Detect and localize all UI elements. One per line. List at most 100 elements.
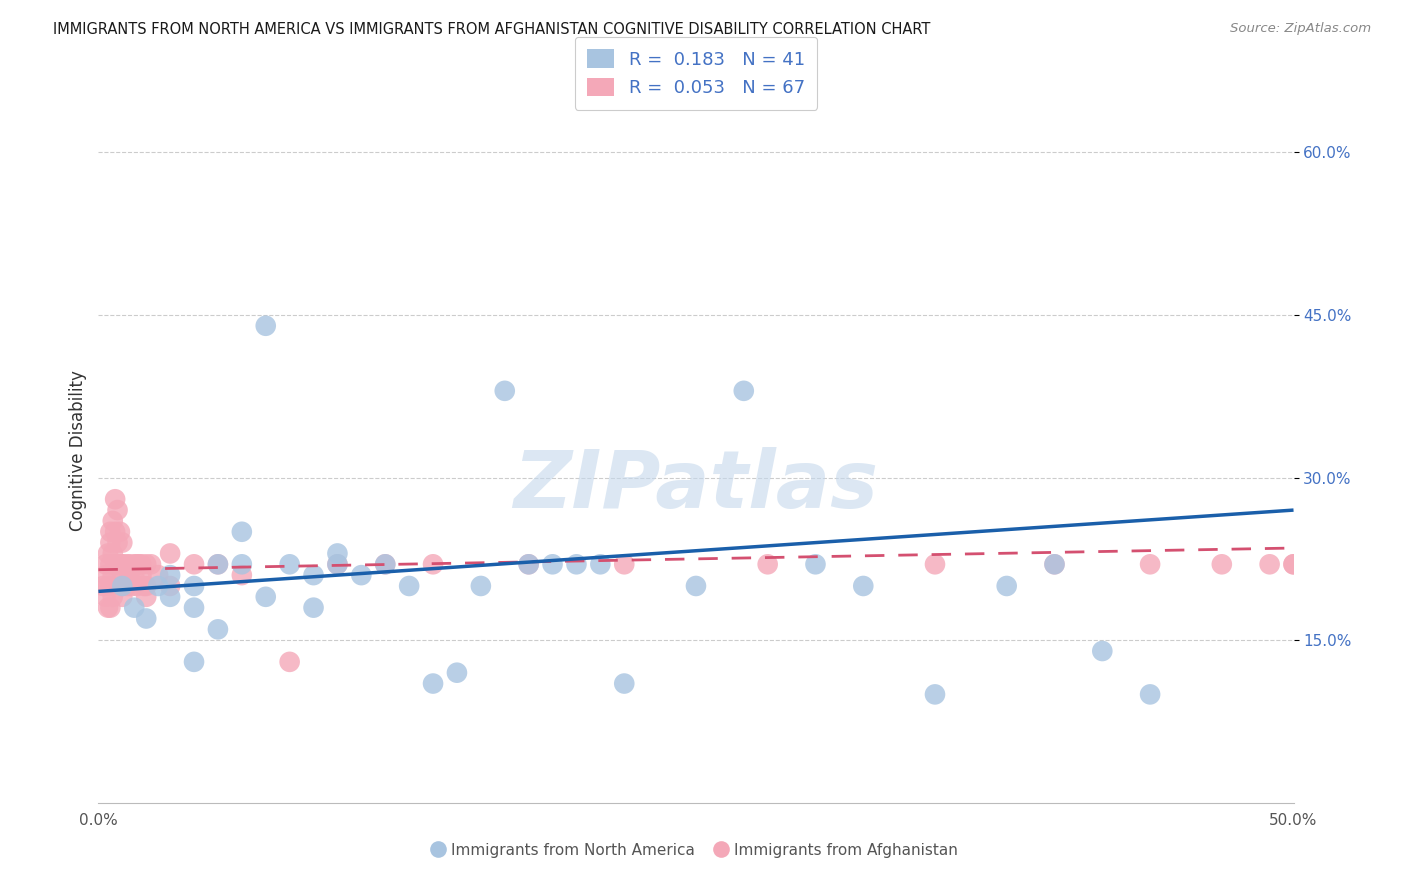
Point	[470, 579, 492, 593]
Point	[108, 558, 131, 572]
Point	[98, 524, 122, 539]
Point	[125, 558, 148, 572]
Point	[159, 579, 181, 593]
Point	[98, 579, 122, 593]
Point	[183, 558, 205, 572]
Point	[207, 558, 229, 572]
Point	[104, 558, 127, 572]
Point	[541, 558, 564, 572]
Point	[115, 558, 138, 572]
Point	[111, 579, 134, 593]
Point	[108, 524, 131, 539]
Point	[326, 558, 349, 572]
Point	[97, 579, 120, 593]
Point	[685, 579, 707, 593]
Point	[148, 568, 170, 582]
Point	[111, 590, 134, 604]
Point	[115, 579, 138, 593]
Point	[756, 558, 779, 572]
Text: ZIPatlas: ZIPatlas	[513, 447, 879, 524]
Point	[124, 600, 146, 615]
Point	[97, 600, 120, 615]
Point	[183, 600, 205, 615]
Point	[350, 568, 373, 582]
Point	[1282, 558, 1305, 572]
Point	[101, 546, 124, 560]
Point	[159, 546, 181, 560]
Point	[207, 558, 229, 572]
Point	[733, 384, 755, 398]
Point	[124, 558, 146, 572]
Point	[1043, 558, 1066, 572]
Point	[1091, 644, 1114, 658]
Point	[118, 558, 141, 572]
Point	[135, 558, 157, 572]
Point	[804, 558, 827, 572]
Point	[159, 568, 181, 582]
Point	[148, 579, 170, 593]
Point	[98, 558, 122, 572]
Point	[302, 568, 325, 582]
Legend: Immigrants from North America, Immigrants from Afghanistan: Immigrants from North America, Immigrant…	[426, 835, 966, 865]
Point	[254, 318, 277, 333]
Point	[613, 676, 636, 690]
Point	[924, 558, 946, 572]
Point	[1139, 687, 1161, 701]
Point	[111, 558, 134, 572]
Point	[111, 568, 134, 582]
Point	[374, 558, 396, 572]
Point	[91, 579, 114, 593]
Point	[852, 579, 875, 593]
Point	[183, 655, 205, 669]
Point	[159, 590, 181, 604]
Point	[613, 558, 636, 572]
Point	[422, 558, 444, 572]
Point	[132, 579, 155, 593]
Point	[517, 558, 540, 572]
Point	[231, 524, 253, 539]
Point	[101, 568, 124, 582]
Point	[128, 558, 150, 572]
Point	[1043, 558, 1066, 572]
Point	[104, 524, 127, 539]
Point	[135, 590, 157, 604]
Point	[118, 568, 141, 582]
Point	[97, 546, 120, 560]
Text: Source: ZipAtlas.com: Source: ZipAtlas.com	[1230, 22, 1371, 36]
Point	[1258, 558, 1281, 572]
Point	[446, 665, 468, 680]
Point	[326, 558, 349, 572]
Point	[326, 546, 349, 560]
Point	[107, 558, 129, 572]
Point	[494, 384, 516, 398]
Point	[254, 590, 277, 604]
Point	[924, 687, 946, 701]
Point	[98, 600, 122, 615]
Point	[278, 655, 301, 669]
Point	[1282, 558, 1305, 572]
Point	[565, 558, 588, 572]
Point	[1211, 558, 1233, 572]
Point	[101, 514, 124, 528]
Point	[995, 579, 1018, 593]
Point	[125, 579, 148, 593]
Point	[124, 568, 146, 582]
Point	[302, 600, 325, 615]
Point	[231, 568, 253, 582]
Point	[135, 611, 157, 625]
Point	[94, 590, 117, 604]
Point	[1139, 558, 1161, 572]
Point	[104, 492, 127, 507]
Y-axis label: Cognitive Disability: Cognitive Disability	[69, 370, 87, 531]
Point	[98, 535, 122, 549]
Point	[422, 676, 444, 690]
Point	[517, 558, 540, 572]
Point	[94, 568, 117, 582]
Point	[107, 535, 129, 549]
Point	[183, 579, 205, 593]
Point	[131, 568, 153, 582]
Point	[139, 558, 162, 572]
Point	[207, 623, 229, 637]
Point	[94, 558, 117, 572]
Point	[111, 579, 134, 593]
